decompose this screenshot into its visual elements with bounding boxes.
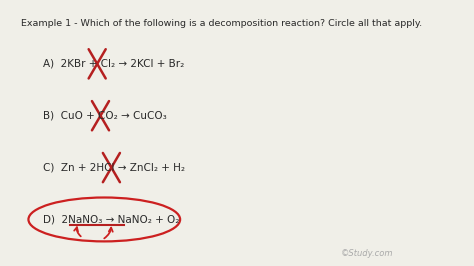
FancyArrowPatch shape [74, 227, 81, 236]
FancyArrowPatch shape [104, 228, 113, 238]
Text: A)  2KBr + Cl₂ → 2KCl + Br₂: A) 2KBr + Cl₂ → 2KCl + Br₂ [43, 59, 184, 69]
Text: C)  Zn + 2HCl → ZnCl₂ + H₂: C) Zn + 2HCl → ZnCl₂ + H₂ [43, 163, 185, 173]
Text: B)  CuO + CO₂ → CuCO₃: B) CuO + CO₂ → CuCO₃ [43, 111, 166, 121]
Text: Example 1 - Which of the following is a decomposition reaction? Circle all that : Example 1 - Which of the following is a … [21, 19, 422, 28]
Text: D)  2NaNO₃ → NaNO₂ + O₂: D) 2NaNO₃ → NaNO₂ + O₂ [43, 214, 179, 225]
Text: ©Study.com: ©Study.com [341, 249, 394, 258]
